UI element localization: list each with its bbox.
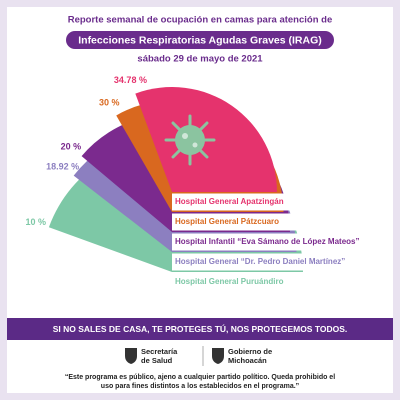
logo-text: Secretaría [141, 347, 178, 356]
value-label: 18.92 % [46, 161, 79, 171]
label-strip [172, 233, 385, 251]
label-strip [172, 193, 385, 211]
date: sábado 29 de mayo de 2021 [137, 54, 263, 65]
category-label: Hospital General “Dr. Pedro Daniel Martí… [175, 257, 345, 266]
value-label: 30 % [99, 98, 120, 108]
highlight: Infecciones Respiratorias Agudas Graves … [78, 34, 322, 46]
category-label: Hospital General Apatzingán [175, 197, 284, 206]
highlight-pill [66, 31, 334, 49]
logo-text: Gobierno de [228, 347, 272, 356]
disclaimer: uso para fines distintos a los estableci… [101, 383, 299, 390]
label-strip [172, 253, 385, 271]
title: Reporte semanal de ocupación en camas pa… [68, 15, 333, 26]
category-label: Hospital General Pátzcuaro [175, 217, 279, 226]
logo-salud: Secretaría de Salud [125, 347, 178, 365]
banner-text: SI NO SALES DE CASA, TE PROTEGES TÚ, NOS… [53, 323, 348, 334]
category-label: Hospital General Puruándiro [175, 277, 284, 286]
value-label: 34.78 % [114, 75, 147, 85]
virus-icon [164, 114, 216, 166]
label-strip [172, 273, 385, 291]
chart: 10 % 18.92 % 20 % 30 % 34.78 % Hospital Gener… [25, 75, 385, 291]
value-label: 20 % [61, 142, 82, 152]
value-label: 10 % [25, 217, 46, 227]
category-label: Hospital Infantil “Eva Sámano de López M… [175, 237, 359, 246]
disclaimer: “Este programa es público, ajeno a cualq… [65, 374, 335, 381]
logo-text: Michoacán [228, 356, 267, 365]
banner [7, 318, 393, 340]
logo-text: de Salud [141, 356, 173, 365]
logo-michoacan: Gobierno de Michoacán [212, 347, 272, 365]
label-strip [172, 213, 385, 231]
